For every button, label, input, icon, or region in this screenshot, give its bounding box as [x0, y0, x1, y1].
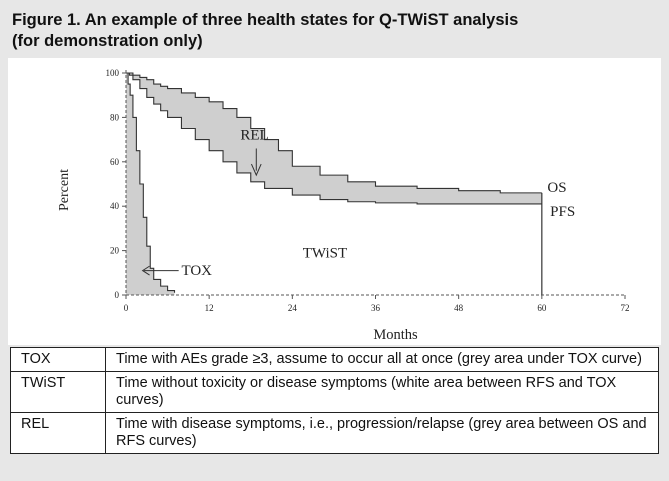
x-axis-label: Months — [373, 327, 418, 343]
figure-title-line-2: (for demonstration only) — [12, 32, 203, 50]
series-line-os — [126, 72, 542, 194]
legend-abbr: TWiST — [10, 371, 106, 413]
y-tick-label: 80 — [110, 112, 120, 122]
legend-abbr: TOX — [10, 347, 106, 372]
legend-abbr: REL — [10, 412, 106, 454]
x-tick-label: 48 — [454, 303, 464, 313]
series-line-tox — [126, 72, 176, 293]
x-tick-label: 60 — [537, 303, 547, 313]
x-tick-label: 24 — [288, 303, 298, 313]
survival-chart: 0 12 24 36 48 60 72 0 20 40 60 80 100 Months Percent RE… — [57, 68, 630, 343]
figure-title: Figure 1. An example of three health sta… — [12, 10, 652, 52]
chart-area: 0 12 24 36 48 60 72 0 20 40 60 80 100 Months Percent RE… — [8, 58, 661, 345]
legend-description: Time with AEs grade ≥3, assume to occur … — [105, 347, 659, 372]
annotation-rel: REL — [240, 128, 268, 144]
y-axis-label: Percent — [57, 169, 72, 211]
annotation-tox: TOX — [181, 263, 212, 279]
figure-title-line-1: Figure 1. An example of three health sta… — [12, 11, 519, 29]
legend-description: Time without toxicity or disease symptom… — [105, 371, 659, 413]
tox-area — [126, 73, 175, 295]
tox-arrow-head — [141, 265, 150, 276]
legend-row: TOX Time with AEs grade ≥3, assume to occ… — [10, 347, 659, 372]
y-tick-label: 100 — [106, 68, 120, 78]
legend-row: REL Time with disease symptoms, i.e., pro… — [10, 412, 659, 454]
series-line-pfs — [126, 72, 542, 205]
legend-table: TOX Time with AEs grade ≥3, assume to occ… — [10, 347, 659, 454]
y-tick-label: 60 — [110, 157, 120, 167]
x-tick-label: 12 — [205, 303, 214, 313]
x-tick-label: 72 — [621, 303, 630, 313]
annotation-os: OS — [547, 180, 566, 196]
y-tick-label: 40 — [110, 201, 120, 211]
y-tick-label: 20 — [110, 246, 120, 256]
y-tick-label: 0 — [115, 290, 120, 300]
legend-description: Time with disease symptoms, i.e., progre… — [105, 412, 659, 454]
legend-row: TWiST Time without toxicity or disease sy… — [10, 371, 659, 413]
x-tick-label: 36 — [371, 303, 381, 313]
x-tick-label: 0 — [124, 303, 129, 313]
annotation-twist: TWiST — [303, 245, 347, 261]
annotation-pfs: PFS — [550, 204, 575, 220]
rel-arrow-head — [250, 163, 262, 177]
